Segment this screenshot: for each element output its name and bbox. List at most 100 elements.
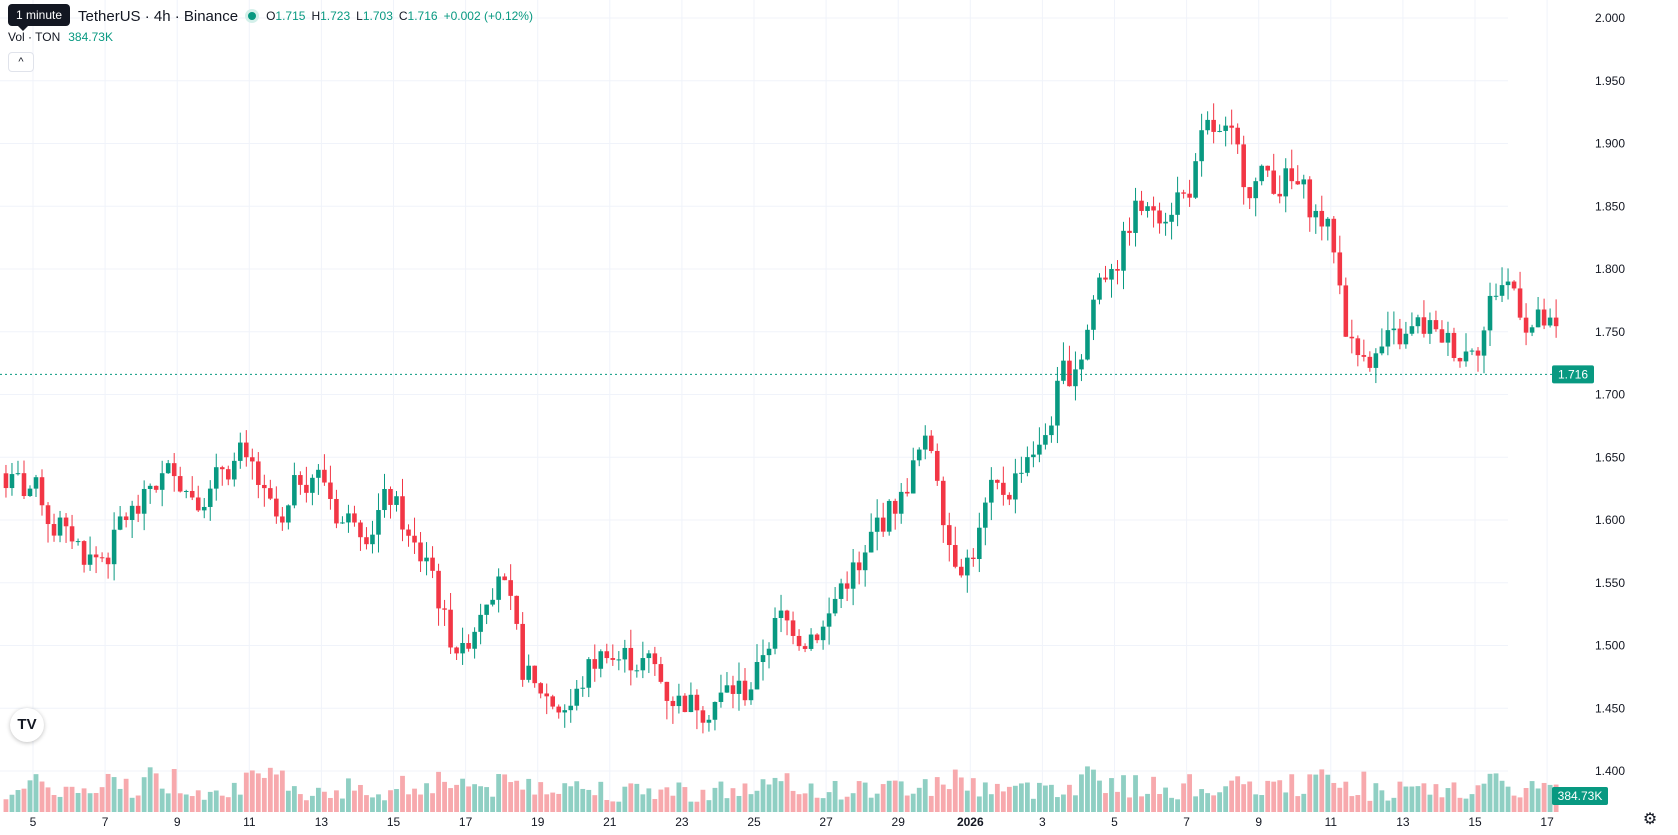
candle-body[interactable] bbox=[1355, 338, 1361, 356]
candle-body[interactable] bbox=[874, 517, 880, 532]
candle-body[interactable] bbox=[322, 469, 327, 483]
candle-body[interactable] bbox=[87, 554, 93, 565]
candle-body[interactable] bbox=[27, 488, 33, 497]
candle-body[interactable] bbox=[862, 552, 868, 571]
candle-body[interactable] bbox=[1211, 119, 1216, 132]
candle-body[interactable] bbox=[736, 680, 742, 694]
candle-body[interactable] bbox=[1511, 281, 1517, 289]
candle-body[interactable] bbox=[748, 689, 754, 701]
candle-body[interactable] bbox=[394, 496, 399, 505]
candle-body[interactable] bbox=[910, 460, 916, 494]
candle-body[interactable] bbox=[1439, 329, 1445, 343]
candle-body[interactable] bbox=[1091, 299, 1096, 330]
candle-body[interactable] bbox=[478, 614, 483, 632]
candle-body[interactable] bbox=[544, 693, 549, 697]
candle-body[interactable] bbox=[868, 531, 874, 553]
candle-body[interactable] bbox=[1013, 473, 1018, 500]
candle-body[interactable] bbox=[1487, 295, 1493, 331]
candle-body[interactable] bbox=[1379, 346, 1385, 354]
candle-body[interactable] bbox=[952, 545, 958, 567]
candle-body[interactable] bbox=[1427, 320, 1433, 334]
candle-body[interactable] bbox=[1199, 130, 1204, 162]
candle-body[interactable] bbox=[340, 522, 345, 524]
candle-body[interactable] bbox=[1349, 336, 1355, 339]
candle-body[interactable] bbox=[959, 566, 964, 576]
candle-body[interactable] bbox=[286, 505, 291, 523]
candle-body[interactable] bbox=[9, 474, 15, 489]
candle-body[interactable] bbox=[1193, 161, 1198, 198]
candle-body[interactable] bbox=[628, 647, 634, 671]
candle-body[interactable] bbox=[201, 506, 207, 511]
candle-body[interactable] bbox=[1307, 179, 1313, 218]
candle-body[interactable] bbox=[1085, 329, 1090, 360]
candle-body[interactable] bbox=[207, 488, 213, 507]
symbol-title[interactable]: TetherUS · 4h · Binance bbox=[78, 7, 239, 25]
candle-body[interactable] bbox=[616, 659, 622, 661]
candle-body[interactable] bbox=[1403, 333, 1409, 345]
candle-body[interactable] bbox=[610, 658, 616, 660]
candle-body[interactable] bbox=[1271, 170, 1277, 194]
candle-body[interactable] bbox=[418, 542, 423, 562]
candle-body[interactable] bbox=[646, 653, 652, 659]
candle-body[interactable] bbox=[346, 513, 351, 523]
candle-body[interactable] bbox=[1217, 130, 1222, 132]
candle-body[interactable] bbox=[580, 687, 586, 689]
candle-body[interactable] bbox=[1481, 330, 1487, 356]
candle-body[interactable] bbox=[1139, 200, 1144, 211]
candle-body[interactable] bbox=[1127, 230, 1132, 233]
candle-body[interactable] bbox=[1373, 353, 1379, 368]
candle-body[interactable] bbox=[1121, 230, 1126, 271]
price-axis[interactable]: 2.000 1.950 1.900 1.850 1.800 1.750 1.700 1.650… bbox=[1595, 11, 1625, 778]
candle-body[interactable] bbox=[183, 490, 189, 492]
candle-body[interactable] bbox=[250, 457, 255, 462]
candle-body[interactable] bbox=[1001, 482, 1006, 495]
candle-body[interactable] bbox=[838, 583, 844, 599]
candle-body[interactable] bbox=[1433, 320, 1439, 330]
candle-body[interactable] bbox=[454, 647, 459, 654]
candle-body[interactable] bbox=[1049, 425, 1054, 436]
candle-body[interactable] bbox=[147, 485, 153, 489]
candle-body[interactable] bbox=[310, 477, 315, 493]
candle-body[interactable] bbox=[442, 608, 447, 610]
candle-body[interactable] bbox=[1157, 210, 1162, 224]
candle-body[interactable] bbox=[225, 469, 231, 480]
candle-body[interactable] bbox=[1505, 281, 1511, 286]
candle-body[interactable] bbox=[1277, 193, 1283, 197]
candle-body[interactable] bbox=[1469, 350, 1475, 352]
candle-body[interactable] bbox=[388, 488, 393, 505]
candle-body[interactable] bbox=[358, 522, 363, 538]
candle-body[interactable] bbox=[1319, 210, 1325, 227]
candle-body[interactable] bbox=[81, 541, 87, 565]
candle-body[interactable] bbox=[664, 681, 670, 701]
candle-body[interactable] bbox=[1205, 119, 1210, 131]
candle-body[interactable] bbox=[1463, 351, 1469, 362]
candle-body[interactable] bbox=[700, 710, 706, 723]
candle-body[interactable] bbox=[1517, 288, 1523, 318]
candle-body[interactable] bbox=[171, 463, 177, 477]
candle-body[interactable] bbox=[1451, 332, 1457, 359]
candle-body[interactable] bbox=[1337, 252, 1343, 286]
candle-body[interactable] bbox=[844, 583, 850, 589]
candle-body[interactable] bbox=[1523, 317, 1529, 333]
candle-body[interactable] bbox=[1325, 218, 1331, 227]
candle-body[interactable] bbox=[195, 497, 201, 511]
candle-body[interactable] bbox=[69, 526, 75, 542]
candle-body[interactable] bbox=[856, 562, 862, 571]
candle-body[interactable] bbox=[568, 705, 574, 711]
candle-body[interactable] bbox=[940, 480, 946, 526]
candle-body[interactable] bbox=[45, 505, 51, 525]
candle-body[interactable] bbox=[904, 491, 910, 494]
candle-body[interactable] bbox=[832, 598, 838, 614]
candle-body[interactable] bbox=[682, 695, 688, 713]
candle-body[interactable] bbox=[916, 449, 922, 461]
candle-body[interactable] bbox=[117, 516, 123, 530]
candle-body[interactable] bbox=[129, 505, 135, 520]
candle-body[interactable] bbox=[922, 435, 928, 450]
candle-body[interactable] bbox=[1541, 309, 1547, 326]
candle-body[interactable] bbox=[159, 473, 165, 490]
candle-body[interactable] bbox=[262, 484, 267, 489]
candle-body[interactable] bbox=[598, 651, 604, 669]
candle-body[interactable] bbox=[694, 694, 700, 711]
candle-body[interactable] bbox=[1391, 328, 1397, 331]
candle-body[interactable] bbox=[1493, 295, 1499, 297]
